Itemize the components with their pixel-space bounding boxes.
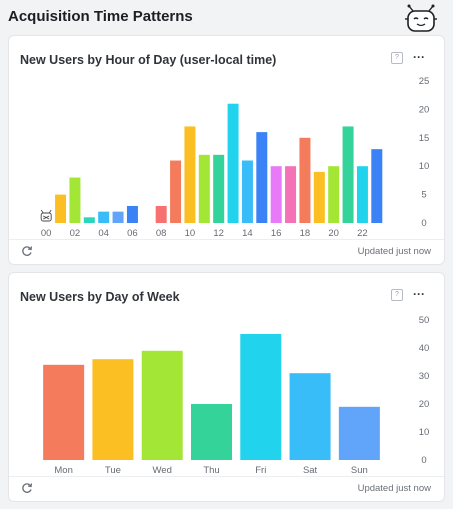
y-tick-label: 10 xyxy=(419,161,430,172)
empty-bar-marker-icon xyxy=(40,209,52,222)
card-footer: Updated just now xyxy=(9,239,444,264)
refresh-icon[interactable] xyxy=(21,245,33,257)
bar-Thu[interactable] xyxy=(191,404,232,460)
y-tick-label: 0 xyxy=(421,218,426,229)
y-tick-label: 0 xyxy=(421,455,426,466)
refresh-icon[interactable] xyxy=(21,482,33,494)
bar-08[interactable] xyxy=(155,205,167,223)
updated-status: Updated just now xyxy=(357,246,431,257)
card-footer: Updated just now xyxy=(9,476,444,501)
weekday-bar-chart: 0 10 20 30 40 50 Mon Tue Wed Thu Fri Sat Sun xyxy=(43,315,430,476)
hourly-bar-chart: 0 5 10 15 20 25 00 02 04 06 08 10 12 14 16 18 20 22 xyxy=(40,76,430,239)
bar-23[interactable] xyxy=(371,149,383,223)
x-tick-label: 16 xyxy=(271,228,282,239)
updated-status: Updated just now xyxy=(357,483,431,494)
x-tick-label: Sat xyxy=(303,465,318,476)
x-tick-label: Wed xyxy=(153,465,172,476)
y-tick-label: 25 xyxy=(419,76,430,87)
bar-09[interactable] xyxy=(170,160,182,223)
bar-21[interactable] xyxy=(342,126,354,223)
help-icon[interactable]: ? xyxy=(391,52,403,64)
bar-14[interactable] xyxy=(241,160,253,223)
bar-13[interactable] xyxy=(227,103,239,223)
bar-Mon[interactable] xyxy=(43,364,85,460)
y-tick-label: 20 xyxy=(419,399,430,410)
bar-10[interactable] xyxy=(184,126,196,223)
x-tick-label: 22 xyxy=(357,228,368,239)
bar-Sat[interactable] xyxy=(289,373,331,460)
bar-20[interactable] xyxy=(328,166,340,223)
y-tick-label: 15 xyxy=(419,133,430,144)
bar-01[interactable] xyxy=(55,194,67,223)
help-icon[interactable]: ? xyxy=(391,289,403,301)
page-title: Acquisition Time Patterns xyxy=(8,8,193,25)
bar-18[interactable] xyxy=(299,137,311,223)
bar-17[interactable] xyxy=(285,166,297,223)
x-tick-label: 06 xyxy=(127,228,138,239)
x-tick-label: 10 xyxy=(185,228,196,239)
card-title: New Users by Day of Week xyxy=(20,290,180,304)
x-tick-label: 00 xyxy=(41,228,52,239)
robot-mascot-icon xyxy=(405,4,437,32)
bar-02[interactable] xyxy=(69,177,81,223)
x-tick-label: Thu xyxy=(203,465,219,476)
weekday-chart-card: New Users by Day of Week ? ··· 0 10 20 30 40… xyxy=(8,272,445,502)
bar-12[interactable] xyxy=(213,154,225,223)
bar-Fri[interactable] xyxy=(240,334,282,460)
more-options-icon[interactable]: ··· xyxy=(413,287,425,301)
y-tick-label: 20 xyxy=(419,104,430,115)
bar-15[interactable] xyxy=(256,132,268,223)
bar-Wed[interactable] xyxy=(141,350,183,460)
bar-04[interactable] xyxy=(98,211,110,223)
y-tick-label: 10 xyxy=(419,427,430,438)
y-tick-label: 50 xyxy=(419,315,430,326)
bar-22[interactable] xyxy=(356,166,368,223)
x-tick-label: 20 xyxy=(328,228,339,239)
y-tick-label: 40 xyxy=(419,343,430,354)
bar-05[interactable] xyxy=(112,211,124,223)
hourly-chart-card: New Users by Hour of Day (user-local tim… xyxy=(8,35,445,265)
x-tick-label: 12 xyxy=(213,228,224,239)
x-tick-label: 08 xyxy=(156,228,167,239)
x-tick-label: 14 xyxy=(242,228,253,239)
x-tick-label: 04 xyxy=(98,228,109,239)
x-tick-label: Mon xyxy=(54,465,72,476)
bar-Tue[interactable] xyxy=(92,359,134,460)
bar-Sun[interactable] xyxy=(338,406,380,460)
x-tick-label: 18 xyxy=(300,228,311,239)
bar-16[interactable] xyxy=(270,166,282,223)
bar-19[interactable] xyxy=(313,171,325,223)
bar-11[interactable] xyxy=(198,154,210,223)
x-tick-label: Tue xyxy=(105,465,121,476)
x-tick-label: Sun xyxy=(351,465,368,476)
x-tick-label: Fri xyxy=(255,465,266,476)
more-options-icon[interactable]: ··· xyxy=(413,50,425,64)
y-tick-label: 30 xyxy=(419,371,430,382)
card-title: New Users by Hour of Day (user-local tim… xyxy=(20,53,277,67)
bar-03[interactable] xyxy=(83,217,95,223)
y-tick-label: 5 xyxy=(421,190,426,201)
x-tick-label: 02 xyxy=(70,228,81,239)
bar-06[interactable] xyxy=(126,205,138,223)
